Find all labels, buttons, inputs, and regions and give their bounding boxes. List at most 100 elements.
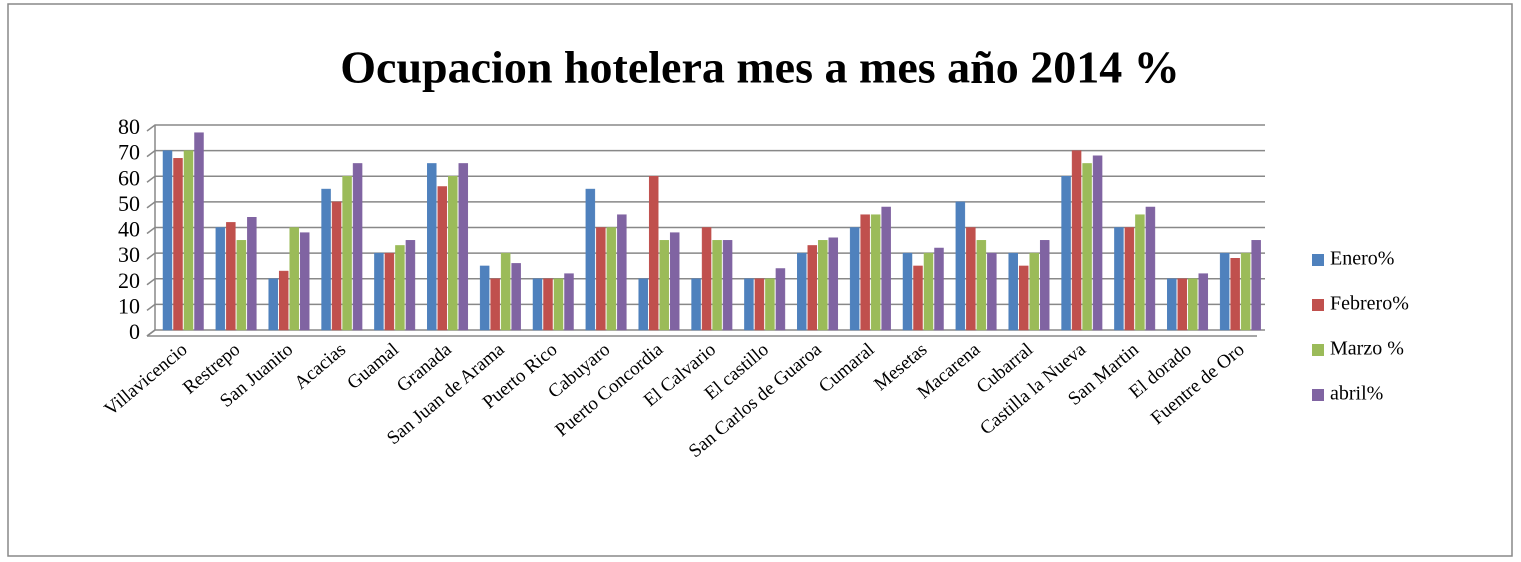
bar — [352, 163, 363, 331]
y-tick-label: 40 — [118, 217, 140, 242]
bar — [236, 240, 247, 331]
bar — [659, 240, 669, 331]
y-tick-label: 10 — [118, 293, 140, 318]
bar — [797, 252, 807, 331]
bar — [1251, 240, 1261, 331]
bar — [215, 227, 226, 331]
bar — [1124, 227, 1135, 331]
bar — [617, 214, 627, 331]
bar — [775, 268, 786, 331]
bar — [384, 252, 395, 331]
bar — [722, 240, 733, 331]
bar — [405, 240, 416, 331]
bar — [966, 227, 976, 331]
bar — [374, 252, 384, 331]
bar — [828, 237, 839, 331]
bar — [458, 163, 469, 331]
bar — [818, 240, 828, 331]
y-tick-label: 50 — [118, 191, 140, 216]
bar — [490, 278, 500, 331]
bar — [564, 273, 574, 331]
bar — [1167, 278, 1177, 331]
bar — [1145, 206, 1156, 331]
bar — [987, 252, 997, 331]
bar — [606, 227, 617, 331]
bar — [479, 265, 490, 331]
bar — [1177, 278, 1188, 331]
bar — [448, 176, 458, 331]
grid-line — [146, 329, 1265, 337]
bar — [744, 278, 754, 331]
grid-line — [146, 175, 1265, 183]
bar — [902, 252, 913, 331]
bar — [162, 150, 173, 331]
bar — [691, 278, 701, 331]
bar — [1071, 150, 1082, 331]
bar — [299, 232, 310, 331]
bar — [331, 201, 342, 331]
bar — [585, 188, 596, 331]
bar — [427, 163, 437, 331]
bar — [511, 263, 521, 331]
bar — [278, 270, 289, 331]
legend-label: abril% — [1330, 383, 1383, 405]
bar — [268, 278, 278, 331]
legend-swatch — [1312, 344, 1324, 356]
bar — [226, 222, 236, 331]
grid-line — [146, 278, 1265, 286]
bar — [183, 150, 194, 331]
grid-line — [146, 303, 1265, 311]
bar — [1188, 278, 1198, 331]
bar — [395, 245, 405, 331]
bar — [870, 214, 881, 331]
bar — [923, 252, 934, 331]
bar — [1029, 252, 1039, 331]
y-tick-label: 60 — [118, 165, 140, 190]
legend-label: Enero% — [1330, 248, 1394, 270]
bar — [648, 176, 659, 331]
bar — [860, 214, 870, 331]
bar — [807, 245, 818, 331]
legend-swatch — [1312, 389, 1324, 401]
grid-line — [146, 226, 1265, 235]
bar — [1240, 252, 1251, 331]
bar — [754, 278, 765, 331]
bar — [437, 186, 448, 331]
bar — [543, 278, 553, 331]
bar — [1114, 227, 1124, 331]
y-tick-label: 80 — [118, 114, 140, 139]
bar — [173, 158, 183, 331]
bar — [596, 227, 606, 331]
bar — [955, 201, 966, 331]
bar — [881, 206, 891, 331]
y-tick-label: 0 — [129, 319, 140, 344]
grid-line — [146, 201, 1265, 209]
bar — [1198, 273, 1209, 331]
bar — [934, 247, 944, 331]
bar — [1092, 155, 1103, 331]
bar — [1082, 163, 1092, 331]
chart-title: Ocupacion hotelera mes a mes año 2014 % — [340, 42, 1179, 93]
bar — [194, 132, 204, 331]
bar — [976, 240, 987, 331]
bar — [712, 240, 722, 331]
legend-label: Marzo % — [1330, 338, 1404, 360]
bar — [913, 265, 923, 331]
bar — [638, 278, 648, 331]
bar — [289, 227, 299, 331]
bar — [849, 227, 860, 331]
bar — [500, 252, 511, 331]
y-tick-label: 70 — [118, 140, 140, 165]
bar — [1230, 258, 1240, 331]
bar — [1061, 176, 1071, 331]
bar — [765, 278, 775, 331]
legend-label: Febrero% — [1330, 293, 1409, 315]
bar — [1039, 240, 1050, 331]
bar — [1018, 265, 1029, 331]
bar — [669, 232, 680, 331]
y-tick-label: 30 — [118, 242, 140, 267]
bar — [701, 227, 712, 331]
bar — [1008, 252, 1018, 331]
grid-line — [146, 124, 1265, 132]
